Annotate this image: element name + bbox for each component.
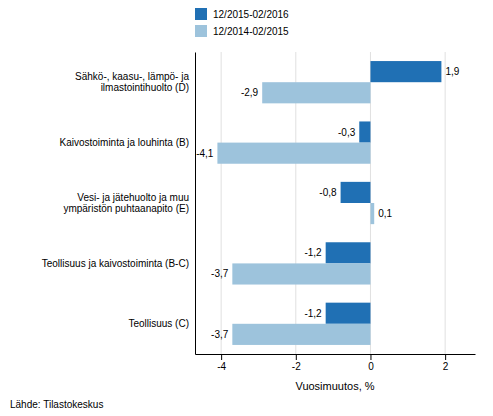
x-tick: 0 — [368, 354, 374, 372]
y-tick-label: Sähkö-, kaasu-, lämpö- jailmastointihuol… — [75, 71, 189, 93]
x-tick: -4 — [217, 354, 226, 372]
y-tick-label: Vesi- ja jätehuolto ja muuympäristön puh… — [63, 192, 189, 214]
grid — [221, 52, 445, 354]
x-axis-title: Vuosimuutos, % — [295, 380, 374, 392]
data-label: 0,1 — [378, 208, 392, 219]
data-label: -4,1 — [196, 148, 214, 159]
data-label: -1,2 — [304, 308, 322, 319]
legend-item: 12/2014-02/2015 — [195, 25, 289, 37]
x-tick-mark — [296, 354, 297, 360]
bar — [326, 242, 371, 263]
y-tick-label-line: Kaivostoiminta ja louhinta (B) — [59, 137, 189, 148]
y-tick-label-line: Teollisuus (C) — [128, 318, 189, 329]
data-labels: -1,2 -1,2 -0,8 -0,3 1,9 -3,7 -3,7 0,1 -4,1 -2,9 — [196, 66, 460, 340]
bar — [232, 324, 370, 345]
x-tick: -2 — [292, 354, 301, 372]
x-tick: 2 — [443, 354, 449, 372]
y-tick: Teollisuus (C) — [128, 318, 195, 329]
x-axis-line — [196, 354, 476, 355]
bar — [326, 303, 371, 324]
y-tick: Teollisuus ja kaivostoiminta (B-C) — [42, 258, 195, 269]
legend: 12/2015-02/2016 12/2014-02/2015 — [195, 8, 289, 37]
legend-label: 12/2015-02/2016 — [213, 9, 289, 20]
y-axis: Teollisuus (C) Teollisuus ja kaivostoimin… — [42, 53, 196, 355]
bar — [217, 143, 370, 164]
y-tick-label: Teollisuus (C) — [128, 318, 189, 329]
x-tick-mark — [221, 354, 222, 360]
x-tick-label: -4 — [217, 361, 226, 372]
bars — [217, 61, 441, 345]
y-tick-label-line: Sähkö-, kaasu-, lämpö- ja — [75, 71, 189, 82]
legend-item: 12/2015-02/2016 — [195, 8, 289, 20]
data-label: -0,8 — [319, 187, 337, 198]
x-tick-label: 0 — [368, 361, 374, 372]
x-axis: -4 -2 0 2 — [196, 354, 476, 372]
y-tick-label-line: Teollisuus ja kaivostoiminta (B-C) — [42, 258, 189, 269]
chart: -1,2 -1,2 -0,8 -0,3 1,9 -3,7 -3,7 0,1 -4,1 -2,9 -4… — [0, 0, 493, 416]
y-axis-line — [195, 53, 196, 355]
data-label: -0,3 — [338, 127, 356, 138]
grid-line — [445, 52, 446, 354]
grid-line — [221, 52, 222, 354]
y-tick-label: Kaivostoiminta ja louhinta (B) — [59, 137, 189, 148]
x-tick-label: -2 — [292, 361, 301, 372]
bar — [370, 203, 374, 224]
y-tick-label-line: Vesi- ja jätehuolto ja muu — [77, 192, 189, 203]
bar — [262, 82, 370, 103]
legend-label: 12/2014-02/2015 — [213, 26, 289, 37]
legend-swatch — [195, 25, 207, 37]
data-label: -2,9 — [241, 87, 259, 98]
y-tick-label-line: ympäristön puhtaanapito (E) — [63, 203, 189, 214]
data-label: -3,7 — [211, 329, 229, 340]
data-label: -1,2 — [304, 247, 322, 258]
plot: -1,2 -1,2 -0,8 -0,3 1,9 -3,7 -3,7 0,1 -4,1 -2,9 -4… — [42, 52, 476, 372]
y-tick: Kaivostoiminta ja louhinta (B) — [59, 137, 195, 148]
x-tick-mark — [445, 354, 446, 360]
legend-swatch — [195, 8, 207, 20]
y-tick: Vesi- ja jätehuolto ja muuympäristön puh… — [63, 192, 195, 214]
source-note: Lähde: Tilastokeskus — [10, 399, 103, 410]
bar — [359, 121, 370, 142]
y-tick: Sähkö-, kaasu-, lämpö- jailmastointihuol… — [75, 71, 195, 93]
bar — [341, 182, 371, 203]
data-label: -3,7 — [211, 268, 229, 279]
x-tick-label: 2 — [443, 361, 449, 372]
data-label: 1,9 — [445, 66, 459, 77]
y-tick-label-line: ilmastointihuolto (D) — [101, 82, 189, 93]
bar — [370, 61, 441, 82]
bar — [232, 263, 370, 284]
y-tick-label: Teollisuus ja kaivostoiminta (B-C) — [42, 258, 189, 269]
x-tick-mark — [370, 354, 371, 360]
